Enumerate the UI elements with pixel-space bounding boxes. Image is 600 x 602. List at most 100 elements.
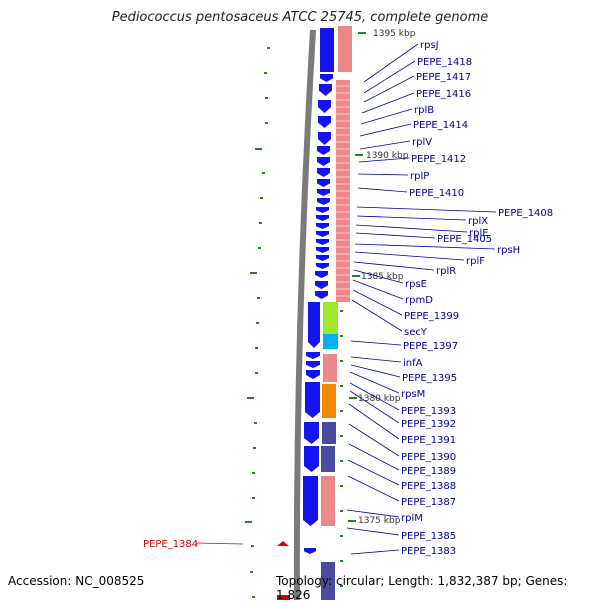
- leader-line: [348, 443, 400, 471]
- gene-label[interactable]: rplP: [410, 171, 429, 182]
- gene-label[interactable]: rplB: [414, 105, 434, 116]
- gene-arrow[interactable]: [316, 255, 329, 261]
- gene-label[interactable]: rpsM: [401, 389, 425, 400]
- gene-arrow[interactable]: [317, 198, 330, 205]
- gene-arrow[interactable]: [317, 168, 330, 177]
- gene-track-blue: [277, 28, 334, 600]
- gene-label[interactable]: PEPE_1385: [401, 531, 456, 542]
- gene-label[interactable]: PEPE_1393: [401, 406, 456, 417]
- tick-mark: [340, 585, 343, 587]
- tick-mark: [255, 372, 258, 374]
- leader-line: [349, 382, 400, 411]
- gene-label[interactable]: secY: [404, 327, 428, 338]
- gene-arrow[interactable]: [316, 223, 329, 229]
- tick-mark: [253, 447, 256, 449]
- gene-label[interactable]: PEPE_1414: [413, 120, 468, 131]
- gene-arrow[interactable]: [304, 548, 316, 554]
- leader-line: [348, 423, 400, 457]
- gene-arrow[interactable]: [315, 271, 328, 278]
- slate-segment: [321, 562, 335, 600]
- tick-mark: [340, 460, 343, 462]
- gene-label[interactable]: PEPE_1408: [498, 208, 553, 219]
- gene-arrow[interactable]: [317, 157, 330, 166]
- leader-line: [353, 269, 404, 284]
- gene-labels: rpsJ PEPE_1418 PEPE_1417 PEPE_1416 rplB PEPE_…: [401, 40, 553, 557]
- gene-label[interactable]: rplM: [401, 513, 423, 524]
- gene-arrow[interactable]: [316, 247, 329, 253]
- leader-line: [346, 527, 400, 536]
- gene-arrow[interactable]: [320, 28, 334, 72]
- gene-label[interactable]: PEPE_1388: [401, 481, 456, 492]
- gene-arrow[interactable]: [305, 382, 320, 418]
- tick-mark: [255, 148, 262, 150]
- gene-arrow[interactable]: [316, 239, 329, 245]
- gene-label[interactable]: PEPE_1389: [401, 466, 456, 477]
- gene-label[interactable]: rpsE: [405, 279, 427, 290]
- gene-label[interactable]: PEPE_1392: [401, 419, 456, 430]
- gene-arrow[interactable]: [304, 422, 319, 444]
- gene-arrow[interactable]: [316, 215, 329, 221]
- genome-title: Pediococcus pentosaceus ATCC 25745, comp…: [111, 10, 489, 25]
- gene-label[interactable]: rplR: [436, 266, 456, 277]
- gene-label[interactable]: rplV: [412, 137, 432, 148]
- gene-arrow[interactable]: [306, 361, 320, 368]
- gene-label[interactable]: PEPE_1416: [416, 89, 471, 100]
- gene-label[interactable]: PEPE_1390: [401, 452, 456, 463]
- gene-arrow[interactable]: [318, 116, 331, 128]
- gene-arrow[interactable]: [303, 476, 318, 526]
- gene-arrow[interactable]: [308, 302, 320, 348]
- gene-label[interactable]: PEPE_1397: [403, 341, 458, 352]
- gene-arrow[interactable]: [316, 263, 329, 269]
- gene-label[interactable]: PEPE_1383: [401, 546, 456, 557]
- gene-arrow[interactable]: [315, 291, 328, 299]
- gene-label[interactable]: PEPE_1391: [401, 435, 456, 446]
- orange-segment: [322, 384, 336, 418]
- tick-mark: [250, 571, 253, 573]
- gene-label[interactable]: PEPE_1395: [402, 373, 457, 384]
- gene-arrow[interactable]: [306, 370, 320, 379]
- feature-segment: [323, 354, 337, 382]
- gene-arrow[interactable]: [304, 446, 319, 472]
- gene-label[interactable]: PEPE_1418: [417, 57, 472, 68]
- gene-arrow[interactable]: [318, 132, 331, 145]
- gene-arrow[interactable]: [315, 281, 328, 289]
- leader-line: [351, 299, 403, 332]
- leader-line: [348, 403, 400, 440]
- gene-arrow[interactable]: [319, 84, 332, 96]
- gene-arrow[interactable]: [317, 179, 330, 187]
- gene-arrow[interactable]: [318, 100, 331, 113]
- gene-label[interactable]: rplX: [468, 216, 488, 227]
- gene-label[interactable]: PEPE_1417: [416, 72, 471, 83]
- secY-segment: [323, 302, 338, 334]
- gene-label[interactable]: rpsH: [497, 245, 520, 256]
- leader-line: [358, 157, 410, 163]
- gene-arrow[interactable]: [316, 231, 329, 237]
- leader-line: [359, 123, 412, 137]
- gene-label[interactable]: PEPE_1412: [411, 154, 466, 165]
- gene-label[interactable]: rplF: [466, 256, 485, 267]
- leader-line: [350, 364, 401, 378]
- gene-label[interactable]: PEPE_1410: [409, 188, 464, 199]
- highlight-marker[interactable]: [277, 541, 289, 546]
- gene-label[interactable]: rplE: [469, 228, 489, 239]
- gene-arrow[interactable]: [320, 74, 333, 82]
- gene-label[interactable]: PEPE_1387: [401, 497, 456, 508]
- gene-arrow[interactable]: [316, 207, 329, 213]
- gene-label[interactable]: infA: [403, 358, 423, 369]
- red-gene-edge[interactable]: [277, 595, 290, 600]
- outer-tick-marks: [245, 47, 270, 598]
- tick-mark: [257, 297, 260, 299]
- gene-label[interactable]: PEPE_1405: [437, 234, 492, 245]
- highlight-leader-line: [195, 542, 244, 545]
- gene-label[interactable]: rpsJ: [420, 40, 439, 51]
- gene-arrow[interactable]: [306, 352, 320, 359]
- tick-mark: [260, 197, 263, 199]
- gene-arrow[interactable]: [317, 189, 330, 196]
- genome-summary-text: Topology: circular; Length: 1,832,387 bp…: [276, 574, 568, 602]
- leader-line: [350, 549, 400, 555]
- gene-label[interactable]: rpmD: [405, 295, 433, 306]
- gene-arrow[interactable]: [317, 146, 330, 155]
- highlighted-gene-label[interactable]: PEPE_1384: [143, 539, 198, 550]
- gene-label[interactable]: PEPE_1399: [404, 311, 459, 322]
